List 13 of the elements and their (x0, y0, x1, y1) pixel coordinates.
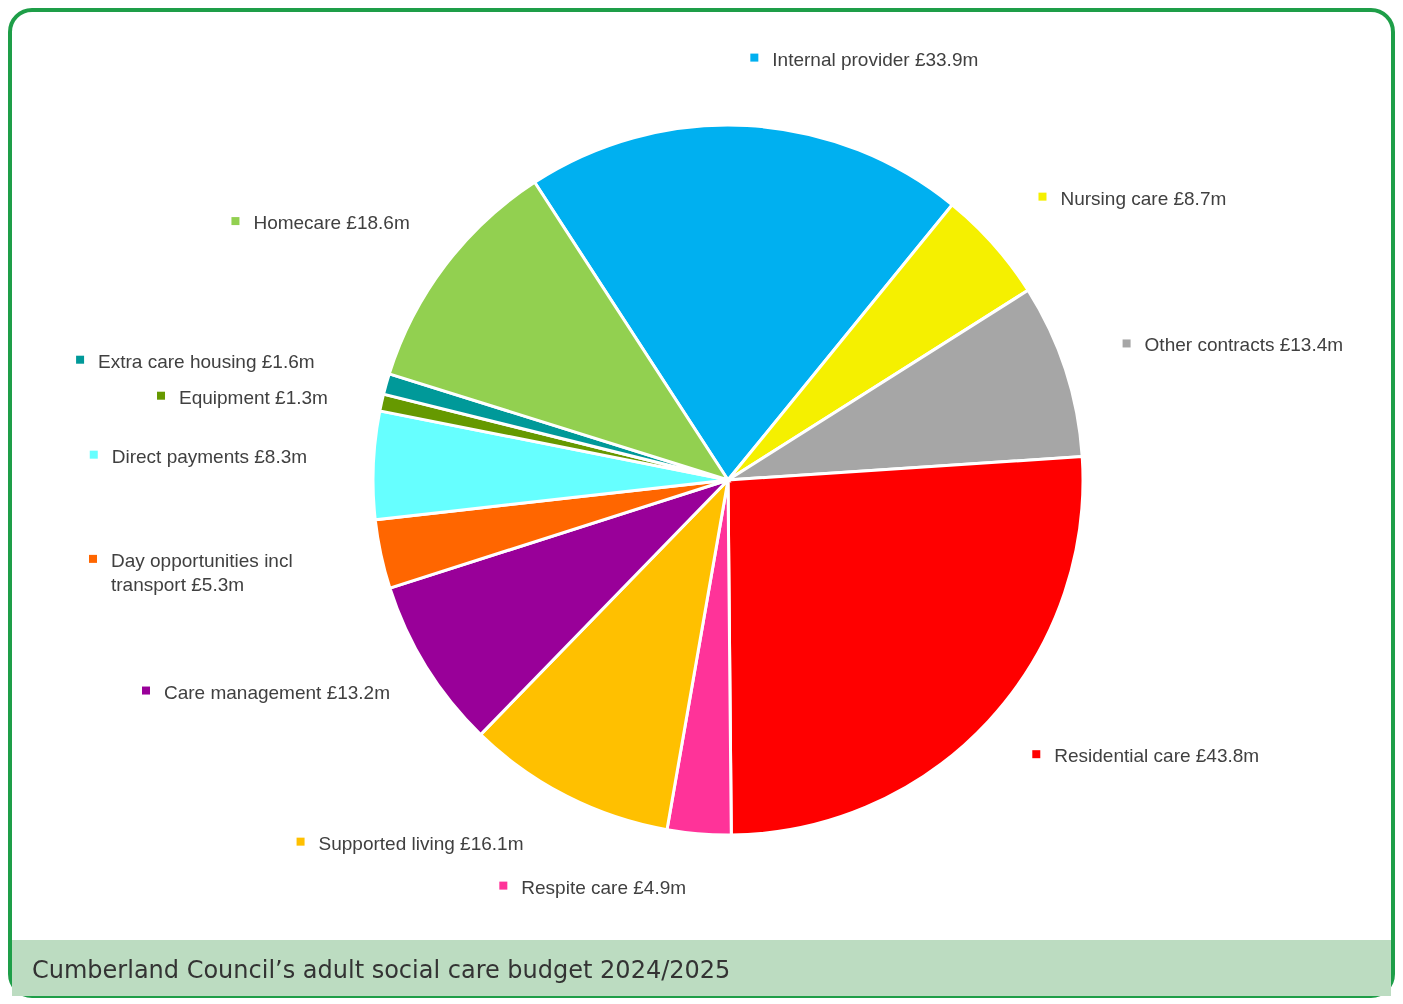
legend-label: Nursing care £8.7m (1060, 187, 1227, 209)
legend-label: Homecare £18.6m (253, 212, 410, 234)
legend-label: Care management £13.2m (164, 681, 391, 703)
legend-label: Other contracts £13.4m (1144, 334, 1344, 356)
legend-label: Respite care £4.9m (521, 876, 687, 898)
text: Cumberland Council’s adult social care budget 2024/2025 (32, 956, 731, 984)
legend-label: Supported living £16.1m (318, 832, 524, 854)
legend-label: Day opportunities incl transport £5.3m (110, 549, 293, 595)
legend-label: Residential care £43.8m (1054, 745, 1260, 767)
legend-label: Internal provider £33.9m (772, 48, 979, 70)
legend-label: Equipment £1.3m (179, 386, 328, 408)
legend-label: Direct payments £8.3m (111, 445, 308, 467)
legend-label: Extra care housing £1.6m (98, 350, 315, 372)
